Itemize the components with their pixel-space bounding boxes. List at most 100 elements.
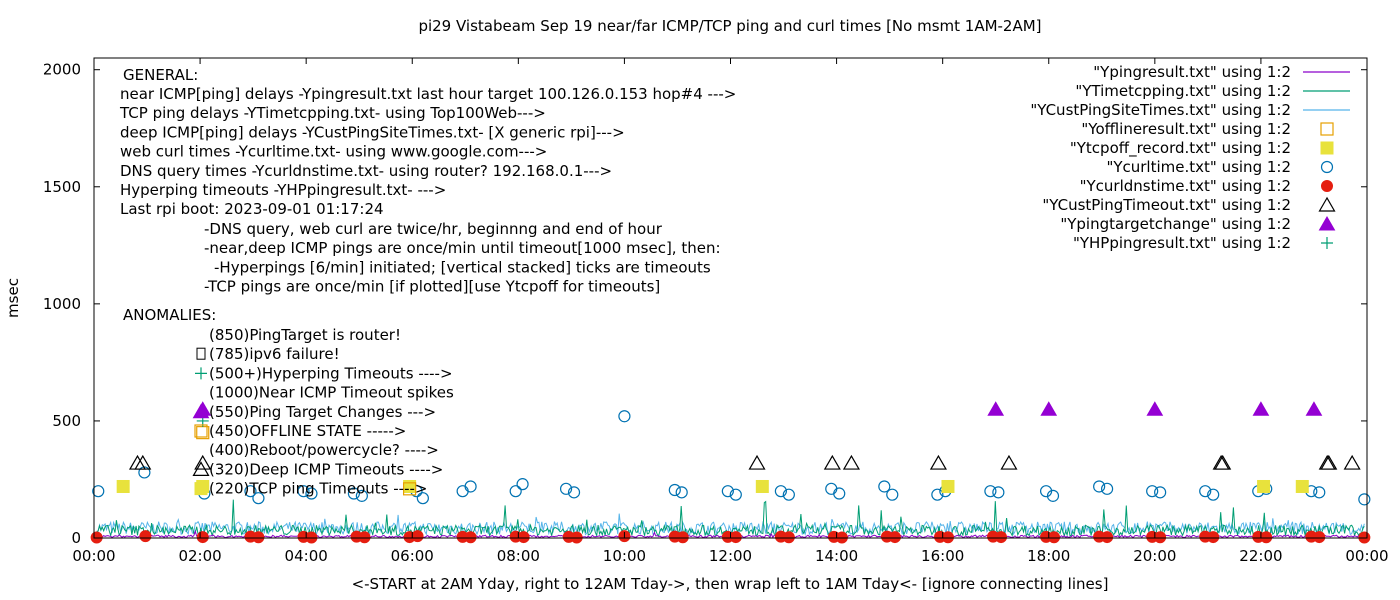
data-point-filled-circle bbox=[252, 531, 265, 544]
data-point-open-circle bbox=[516, 478, 529, 491]
data-point-filled-circle bbox=[888, 531, 901, 544]
data-point-filled-circle bbox=[1154, 531, 1167, 544]
y-tick-label: 0 bbox=[71, 529, 81, 547]
data-point-open-circle bbox=[244, 485, 257, 498]
data-point-open-square bbox=[402, 482, 417, 496]
data-point-filled-circle bbox=[729, 531, 742, 544]
data-point-open-circle bbox=[347, 487, 361, 500]
anomaly-icon-open-square bbox=[194, 424, 208, 438]
data-point-filled-circle bbox=[517, 531, 530, 544]
data-point-open-circle bbox=[252, 492, 265, 505]
data-point-open-circle bbox=[878, 480, 891, 493]
data-point-open-circle bbox=[305, 487, 318, 500]
data-point-open-circle bbox=[721, 485, 734, 498]
data-point-open-circle bbox=[886, 488, 899, 501]
legend-swatch-filled-circle bbox=[1321, 180, 1333, 192]
x-tick-label: 10:00 bbox=[603, 547, 646, 565]
x-tick-label: 02:00 bbox=[178, 547, 221, 565]
data-point-open-circle bbox=[668, 483, 681, 497]
data-point-filled-circle bbox=[464, 531, 477, 544]
data-point-filled-circle bbox=[1313, 531, 1326, 544]
data-point-open-triangle bbox=[194, 454, 212, 470]
note-line: -Hyperpings [6/min] initiated; [vertical… bbox=[214, 258, 711, 276]
data-point-open-circle bbox=[833, 487, 846, 500]
legend-swatch-plus bbox=[1321, 237, 1333, 249]
data-point-filled-square bbox=[1257, 479, 1271, 493]
data-point-open-circle bbox=[509, 485, 522, 498]
anomaly-icon-filled-square bbox=[194, 482, 208, 496]
data-point-open-circle bbox=[1046, 489, 1060, 502]
data-point-open-triangle bbox=[929, 454, 947, 470]
data-point-open-triangle bbox=[748, 454, 766, 470]
x-tick-label: 08:00 bbox=[497, 547, 540, 565]
data-point-filled-circle bbox=[411, 530, 424, 543]
anomaly-line: (320)Deep ICMP Timeouts ----> bbox=[209, 460, 443, 478]
anomaly-line: (220)TCP ping Timeouts ----> bbox=[209, 480, 427, 498]
anomaly-line: (1000)Near ICMP Timeout spikes bbox=[209, 384, 454, 402]
data-point-open-circle bbox=[559, 482, 573, 495]
anomaly-line: (400)Reboot/powercycle? ----> bbox=[209, 441, 439, 459]
y-tick-label: 1000 bbox=[43, 295, 81, 313]
series-line-custping bbox=[96, 513, 1365, 537]
y-tick-label: 2000 bbox=[43, 61, 81, 79]
data-point-filled-circle bbox=[1260, 531, 1273, 544]
data-point-filled-triangle bbox=[1146, 401, 1164, 416]
y-axis-label: msec bbox=[4, 278, 22, 318]
data-point-open-circle bbox=[1207, 488, 1220, 501]
anomaly-line: (785)ipv6 failure! bbox=[209, 345, 340, 363]
legend-swatch-filled-square bbox=[1320, 141, 1334, 155]
legend-label: "Ytcpoff_record.txt" using 1:2 bbox=[1070, 139, 1291, 158]
data-point-open-circle bbox=[1146, 485, 1159, 498]
anomaly-icon-filled-triangle bbox=[192, 403, 210, 419]
data-point-open-circle bbox=[675, 486, 688, 499]
note-line: -DNS query, web curl are twice/hr, begin… bbox=[204, 220, 663, 238]
data-point-filled-circle bbox=[941, 531, 954, 544]
data-point-filled-circle bbox=[995, 531, 1008, 544]
general-header: GENERAL: bbox=[123, 66, 198, 84]
legend: "Ypingresult.txt" using 1:2"YTimetcpping… bbox=[1030, 63, 1350, 252]
data-point-open-circle bbox=[92, 485, 105, 498]
data-point-open-circle bbox=[729, 488, 742, 501]
data-point-filled-triangle bbox=[1252, 401, 1270, 416]
data-point-open-circle bbox=[1154, 486, 1167, 499]
annotation-text-layer: GENERAL:near ICMP[ping] delays -Ypingres… bbox=[119, 66, 736, 498]
data-point-filled-circle bbox=[196, 531, 209, 544]
legend-swatch-open-triangle bbox=[1318, 196, 1336, 212]
data-point-open-triangle bbox=[1000, 454, 1018, 470]
general-line: web curl times -Ycurltime.txt- using www… bbox=[120, 143, 547, 161]
data-point-filled-square bbox=[941, 479, 955, 493]
point-markers-layer bbox=[90, 401, 1371, 544]
legend-label: "YCustPingSiteTimes.txt" using 1:2 bbox=[1030, 101, 1291, 119]
axes-layer: 00:00 02:00 04:00 06:00 08:00 10:00 12:00 14:00… bbox=[43, 58, 1389, 565]
data-point-open-circle bbox=[931, 488, 944, 501]
general-line: DNS query times -Ycurldnstime.txt- using… bbox=[120, 162, 612, 180]
data-point-open-circle bbox=[464, 480, 477, 493]
anomaly-icon-plus bbox=[195, 367, 207, 380]
data-point-open-triangle bbox=[1343, 454, 1361, 470]
data-point-open-triangle bbox=[842, 454, 860, 470]
legend-label: "YTimetcpping.txt" using 1:2 bbox=[1075, 82, 1291, 100]
data-point-filled-triangle bbox=[987, 401, 1005, 416]
data-point-open-circle bbox=[1093, 480, 1106, 493]
legend-label: "Ypingtargetchange" using 1:2 bbox=[1060, 215, 1291, 233]
data-point-filled-square bbox=[755, 479, 769, 493]
note-line: -near,deep ICMP pings are once/min until… bbox=[204, 239, 721, 257]
data-point-filled-circle bbox=[139, 530, 152, 543]
anomaly-line: (850)PingTarget is router! bbox=[209, 326, 401, 344]
x-tick-label: 12:00 bbox=[709, 547, 752, 565]
chart-title: pi29 Vistabeam Sep 19 near/far ICMP/TCP … bbox=[418, 17, 1041, 35]
legend-label: "Ycurldnstime.txt" using 1:2 bbox=[1080, 177, 1291, 195]
legend-label: "Ypingresult.txt" using 1:2 bbox=[1093, 63, 1291, 81]
x-tick-label: 04:00 bbox=[285, 547, 328, 565]
legend-swatch-open-square bbox=[1320, 122, 1334, 136]
x-tick-label: 18:00 bbox=[1027, 547, 1070, 565]
data-point-open-circle bbox=[1199, 485, 1212, 498]
data-point-open-circle bbox=[1100, 482, 1114, 495]
note-line: -TCP pings are once/min [if plotted][use… bbox=[204, 278, 660, 296]
anomalies-header: ANOMALIES: bbox=[123, 306, 216, 324]
data-point-filled-circle bbox=[782, 531, 795, 544]
anomaly-icon-open-triangle bbox=[192, 461, 210, 476]
data-point-open-circle bbox=[456, 485, 469, 498]
x-tick-label: 00:00 bbox=[72, 547, 115, 565]
